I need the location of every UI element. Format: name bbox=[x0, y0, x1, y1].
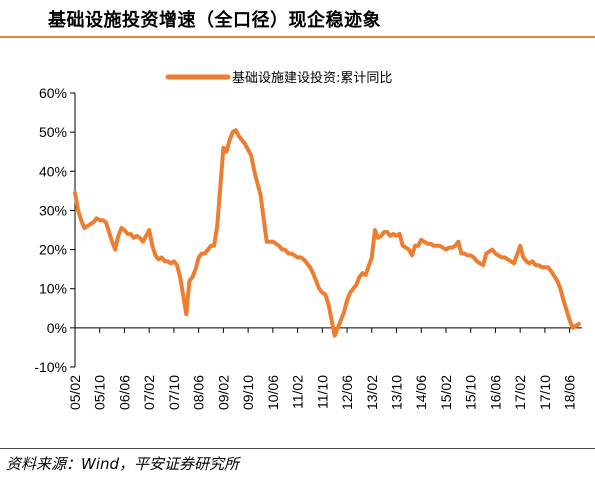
y-tick-label: 60% bbox=[39, 85, 67, 101]
x-tick-label: 06/06 bbox=[116, 375, 132, 410]
x-tick-label: 17/02 bbox=[512, 375, 528, 410]
title-underline bbox=[0, 36, 595, 38]
x-tick-label: 18/06 bbox=[562, 375, 578, 410]
x-tick-label: 05/02 bbox=[67, 375, 83, 410]
x-tick-label: 17/10 bbox=[537, 375, 553, 410]
x-tick-label: 11/02 bbox=[290, 375, 306, 409]
x-tick-label: 07/02 bbox=[141, 375, 157, 410]
x-tick-label: 08/06 bbox=[191, 375, 207, 410]
x-tick-label: 13/02 bbox=[364, 375, 380, 410]
x-tick-label: 07/10 bbox=[166, 375, 182, 410]
line-chart: 基础设施建设投资:累计同比 -10% 0% 10% 20% 30% 40% 50% 60% 0… bbox=[34, 70, 582, 410]
y-tick-label: 10% bbox=[39, 281, 67, 297]
y-tick-label: 50% bbox=[39, 124, 67, 140]
x-tick-label: 15/02 bbox=[438, 375, 454, 410]
y-tick-label: 30% bbox=[39, 202, 67, 218]
footer-divider bbox=[0, 448, 595, 449]
y-tick-label: -10% bbox=[34, 359, 67, 375]
x-tick-label: 09/02 bbox=[215, 375, 231, 410]
x-tick-label: 05/10 bbox=[92, 375, 108, 410]
series-line bbox=[73, 128, 581, 338]
x-tick-label: 09/10 bbox=[240, 375, 256, 410]
y-tick-label: 40% bbox=[39, 163, 67, 179]
chart-title: 基础设施投资增速（全口径）现企稳迹象 bbox=[48, 10, 381, 31]
source-note: 资料来源：Wind，平安证券研究所 bbox=[6, 455, 240, 473]
x-tick-label: 14/06 bbox=[413, 375, 429, 410]
x-tick-label: 13/10 bbox=[389, 375, 405, 410]
x-axis: 05/02 05/10 06/06 07/02 07/10 08/06 09/02 09/10… bbox=[67, 327, 582, 410]
chart-legend: 基础设施建设投资:累计同比 bbox=[165, 70, 392, 86]
x-tick-label: 16/06 bbox=[487, 375, 503, 410]
y-tick-label: 20% bbox=[39, 242, 67, 258]
x-tick-label: 15/10 bbox=[463, 375, 479, 410]
x-tick-label: 11/10 bbox=[314, 375, 330, 409]
series-layer bbox=[73, 128, 581, 338]
y-tick-label: 0% bbox=[47, 320, 67, 336]
legend-label: 基础设施建设投资:累计同比 bbox=[232, 70, 392, 86]
y-axis: -10% 0% 10% 20% 30% 40% 50% 60% bbox=[34, 85, 76, 375]
x-tick-label: 10/06 bbox=[265, 375, 281, 410]
x-tick-label: 12/06 bbox=[339, 375, 355, 410]
